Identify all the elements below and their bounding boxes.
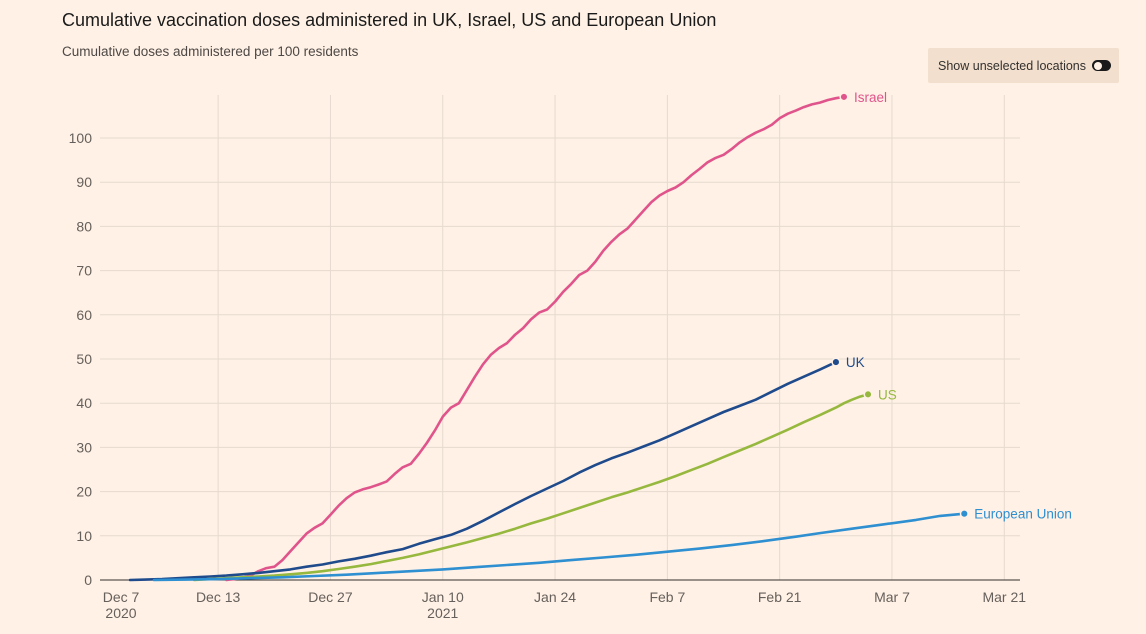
series-line-israel xyxy=(225,95,846,582)
series-label-uk: UK xyxy=(846,355,865,370)
series-line-uk xyxy=(128,360,838,582)
y-tick-label: 100 xyxy=(69,130,93,146)
x-tick-label: Jan 10 xyxy=(422,589,464,605)
chart-subtitle: Cumulative doses administered per 100 re… xyxy=(62,44,359,59)
y-tick-label: 90 xyxy=(76,174,92,190)
x-tick-sublabel: 2021 xyxy=(427,605,458,621)
x-tick-label: Dec 7 xyxy=(103,589,140,605)
x-tick-label: Mar 21 xyxy=(982,589,1026,605)
show-unselected-toggle[interactable]: Show unselected locations xyxy=(928,48,1119,83)
x-tick-sublabel: 2020 xyxy=(105,605,136,621)
x-tick-label: Dec 13 xyxy=(196,589,241,605)
series-label-israel: Israel xyxy=(854,90,887,105)
series-end-marker xyxy=(839,92,849,102)
toggle-switch-icon[interactable] xyxy=(1092,60,1112,71)
series-label-us: US xyxy=(878,387,897,402)
toggle-knob xyxy=(1093,61,1102,70)
y-tick-label: 80 xyxy=(76,218,92,234)
y-tick-label: 0 xyxy=(84,572,92,588)
x-tick-label: Mar 7 xyxy=(874,589,910,605)
x-tick-label: Feb 21 xyxy=(758,589,802,605)
chart-title: Cumulative vaccination doses administere… xyxy=(62,10,717,30)
series-line-us xyxy=(192,393,870,582)
series-line-european-union xyxy=(152,512,966,582)
toggle-label: Show unselected locations xyxy=(938,58,1087,73)
y-tick-label: 10 xyxy=(76,528,92,544)
series-label-european-union: European Union xyxy=(974,507,1072,522)
y-tick-label: 30 xyxy=(76,439,92,455)
y-tick-label: 50 xyxy=(76,351,92,367)
y-tick-label: 40 xyxy=(76,395,92,411)
series-end-marker xyxy=(863,389,873,399)
y-tick-label: 60 xyxy=(76,307,92,323)
series-end-marker xyxy=(959,509,969,519)
x-tick-label: Dec 27 xyxy=(308,589,353,605)
series-end-marker xyxy=(831,357,841,367)
x-tick-label: Feb 7 xyxy=(649,589,685,605)
y-tick-label: 70 xyxy=(76,263,92,279)
y-tick-label: 20 xyxy=(76,484,92,500)
x-tick-label: Jan 24 xyxy=(534,589,576,605)
